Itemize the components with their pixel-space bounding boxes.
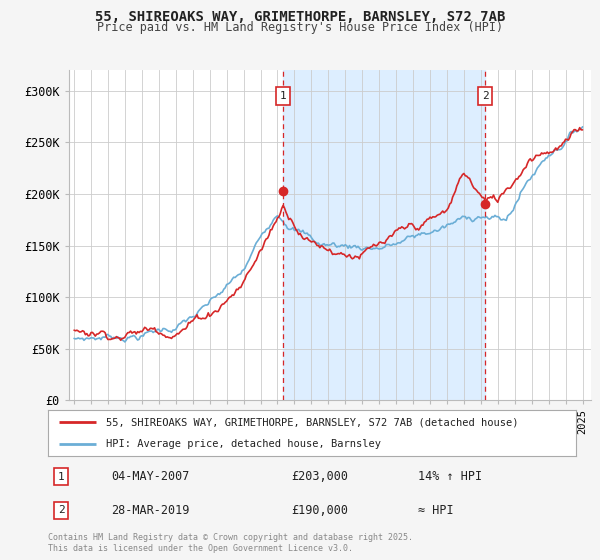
Text: 55, SHIREOAKS WAY, GRIMETHORPE, BARNSLEY, S72 7AB (detached house): 55, SHIREOAKS WAY, GRIMETHORPE, BARNSLEY… xyxy=(106,417,518,427)
Text: 1: 1 xyxy=(280,91,286,101)
Text: £203,000: £203,000 xyxy=(291,470,348,483)
Text: Price paid vs. HM Land Registry's House Price Index (HPI): Price paid vs. HM Land Registry's House … xyxy=(97,21,503,34)
Text: ≈ HPI: ≈ HPI xyxy=(418,504,453,517)
Text: 2: 2 xyxy=(482,91,488,101)
Text: 04-MAY-2007: 04-MAY-2007 xyxy=(112,470,190,483)
Text: 2: 2 xyxy=(58,505,65,515)
Text: 28-MAR-2019: 28-MAR-2019 xyxy=(112,504,190,517)
Bar xyxy=(283,70,485,400)
Text: HPI: Average price, detached house, Barnsley: HPI: Average price, detached house, Barn… xyxy=(106,440,381,450)
Text: Contains HM Land Registry data © Crown copyright and database right 2025.
This d: Contains HM Land Registry data © Crown c… xyxy=(48,533,413,553)
Text: 55, SHIREOAKS WAY, GRIMETHORPE, BARNSLEY, S72 7AB: 55, SHIREOAKS WAY, GRIMETHORPE, BARNSLEY… xyxy=(95,10,505,24)
Text: £190,000: £190,000 xyxy=(291,504,348,517)
Text: 14% ↑ HPI: 14% ↑ HPI xyxy=(418,470,482,483)
Text: 1: 1 xyxy=(58,472,65,482)
